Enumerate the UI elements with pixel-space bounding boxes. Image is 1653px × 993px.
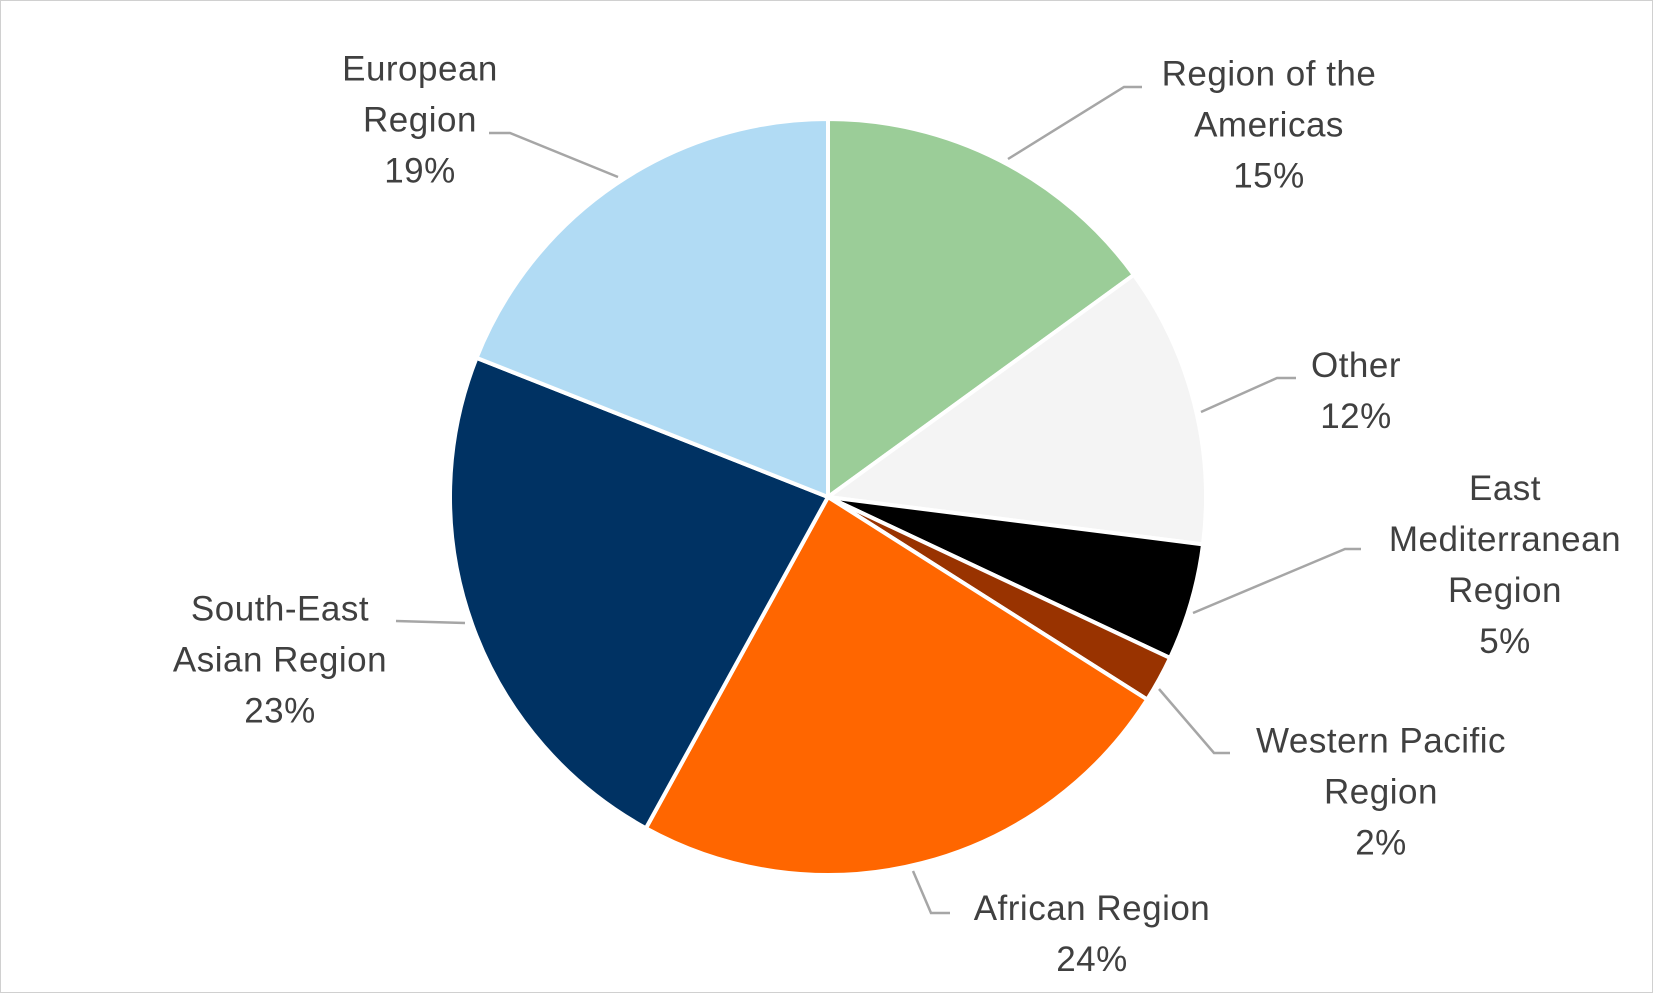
slice-label: Western Pacific Region 2% bbox=[1231, 716, 1531, 869]
leader-line bbox=[489, 131, 619, 179]
value-label: 5% bbox=[1479, 622, 1531, 661]
category-label: Western Pacific Region bbox=[1256, 721, 1506, 812]
pie-slice bbox=[474, 117, 830, 499]
slice-label: Region of the Americas 15% bbox=[1134, 49, 1404, 202]
pie-slice bbox=[448, 355, 830, 831]
leader-line bbox=[1158, 688, 1230, 755]
slice-label: East Mediterranean Region 5% bbox=[1370, 463, 1640, 667]
value-label: 2% bbox=[1355, 823, 1407, 863]
leader-line bbox=[1007, 85, 1142, 161]
slice-label: South-East Asian Region 23% bbox=[163, 584, 398, 737]
category-label: Region of the Americas bbox=[1161, 54, 1377, 145]
category-label: Other bbox=[1310, 346, 1402, 385]
value-label: 12% bbox=[1320, 397, 1392, 436]
pie-slice bbox=[826, 272, 1209, 547]
category-label: European Region bbox=[342, 49, 498, 140]
category-label: South-East Asian Region bbox=[172, 589, 388, 680]
leader-line bbox=[911, 870, 950, 915]
pie-slice bbox=[643, 495, 1150, 878]
slice-label: African Region 24% bbox=[932, 883, 1252, 985]
slice-label: European Region 19% bbox=[320, 44, 520, 197]
leader-line bbox=[1200, 376, 1296, 414]
category-label: East Mediterranean Region bbox=[1388, 469, 1622, 610]
leader-line bbox=[395, 619, 466, 625]
slice-label: Other 12% bbox=[1256, 340, 1456, 442]
leader-line bbox=[1192, 547, 1361, 615]
category-label: African Region bbox=[973, 889, 1211, 928]
value-label: 24% bbox=[1056, 940, 1128, 979]
value-label: 23% bbox=[244, 691, 316, 731]
pie-slice bbox=[826, 117, 1136, 499]
value-label: 19% bbox=[384, 151, 456, 191]
value-label: 15% bbox=[1233, 156, 1305, 196]
